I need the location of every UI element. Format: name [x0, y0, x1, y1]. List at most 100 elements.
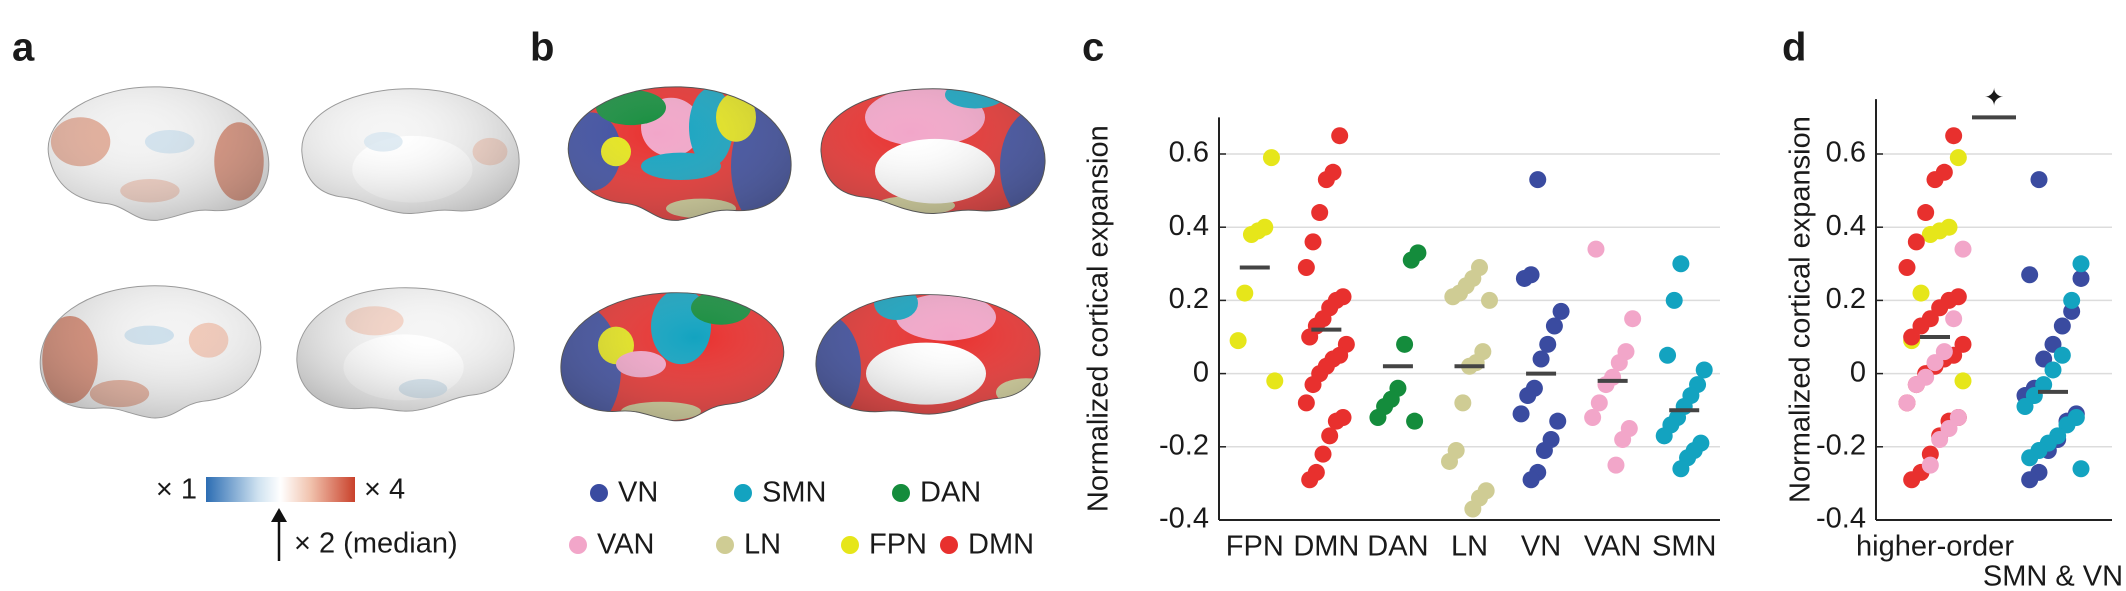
data-point [2021, 266, 2039, 284]
parcellation [820, 88, 1046, 214]
data-point [1954, 240, 1972, 258]
data-point [1327, 412, 1345, 430]
data-point [1266, 372, 1284, 390]
data-point [1314, 445, 1332, 463]
data-point [1672, 460, 1690, 478]
y-tick-label: -0.4 [1816, 503, 1866, 535]
data-point [1311, 204, 1329, 222]
data-point [1655, 427, 1673, 445]
x-tick-label: VN [1521, 531, 1561, 563]
data-point [1262, 149, 1280, 167]
y-tick-label: 0.2 [1169, 283, 1209, 315]
data-point [2072, 460, 2090, 478]
y-tick-label: 0.4 [1826, 210, 1866, 242]
brain-map [39, 285, 262, 419]
data-point [1954, 372, 1972, 390]
arrow-head [271, 508, 287, 522]
legend-swatch [892, 484, 910, 502]
y-tick-label: 0 [1193, 356, 1209, 388]
x-tick-label: DAN [1367, 531, 1428, 563]
data-point [1441, 452, 1458, 470]
data-point [1519, 387, 1537, 405]
data-point [1549, 412, 1567, 430]
x-tick-label: LN [1451, 531, 1488, 563]
data-point [1297, 394, 1315, 412]
data-point [2072, 269, 2090, 287]
data-point [1369, 409, 1387, 427]
data-point [1659, 346, 1677, 364]
brain-map [296, 287, 515, 412]
data-point [1898, 394, 1916, 412]
y-tick-label: 0 [1850, 356, 1866, 388]
data-point [1921, 456, 1939, 474]
data-point [1331, 127, 1349, 145]
data-point [1515, 269, 1533, 287]
data-point [1614, 430, 1632, 448]
legend-label: DMN [968, 529, 1034, 561]
data-point [2053, 346, 2071, 364]
y-tick-label: -0.2 [1159, 429, 1209, 461]
significance-marker: ✦ [1984, 85, 2004, 112]
x-tick-label: higher-order [1856, 531, 2014, 563]
x-tick-label: SMN & VN [1983, 561, 2123, 591]
data-point [1584, 409, 1602, 427]
data-point [2021, 449, 2039, 467]
parcellation [560, 292, 785, 422]
data-point [1917, 204, 1935, 222]
colorbar-median: × 2 (median) [294, 528, 458, 560]
x-tick-label: FPN [1226, 531, 1284, 563]
data-point [1535, 441, 1553, 459]
data-point [1590, 394, 1608, 412]
legend-swatch [841, 536, 859, 554]
panel-label: c [1082, 26, 1104, 70]
data-point [1624, 310, 1642, 328]
data-point [1665, 291, 1683, 309]
data-point [1921, 226, 1939, 244]
brain-map [301, 88, 520, 214]
data-point [1236, 284, 1254, 302]
data-point [1926, 171, 1944, 189]
data-point [1454, 394, 1472, 412]
data-point [1229, 332, 1247, 350]
data-point [1607, 456, 1625, 474]
legend-swatch [940, 536, 958, 554]
data-point [1304, 376, 1322, 394]
y-axis-label: Normalized cortical expansion [1083, 125, 1115, 512]
data-point [1304, 233, 1322, 251]
data-point [1903, 328, 1921, 346]
data-point [1301, 471, 1319, 489]
data-point [1242, 226, 1260, 244]
panel-label: a [12, 26, 35, 70]
data-point [1297, 258, 1315, 276]
data-point [1587, 240, 1605, 258]
y-tick-label: 0.2 [1826, 283, 1866, 315]
legend-label: VAN [597, 529, 654, 561]
legend-swatch [569, 536, 587, 554]
data-point [1903, 471, 1921, 489]
legend-swatch [590, 484, 608, 502]
data-point [1545, 317, 1563, 335]
data-point [1695, 361, 1713, 379]
data-point [1396, 335, 1414, 353]
parcellation [815, 294, 1041, 415]
data-point [1931, 430, 1949, 448]
data-point [1945, 310, 1963, 328]
colorbar-max: × 4 [364, 474, 405, 506]
data-point [1907, 376, 1925, 394]
data-point [2021, 471, 2039, 489]
data-point [1444, 288, 1462, 306]
data-point [1406, 412, 1424, 430]
y-tick-label: 0.6 [1826, 137, 1866, 169]
x-tick-label: VAN [1584, 531, 1641, 563]
data-point [1912, 284, 1930, 302]
data-point [1522, 471, 1540, 489]
legend: VN SMN DAN VAN LN FPN DMN [569, 477, 1034, 561]
data-point [2044, 361, 2062, 379]
data-point [1317, 171, 1335, 189]
data-point [1949, 149, 1967, 167]
legend-label: FPN [869, 529, 927, 561]
brain-map [47, 86, 270, 221]
data-point [1464, 500, 1482, 518]
data-point [1402, 251, 1420, 269]
